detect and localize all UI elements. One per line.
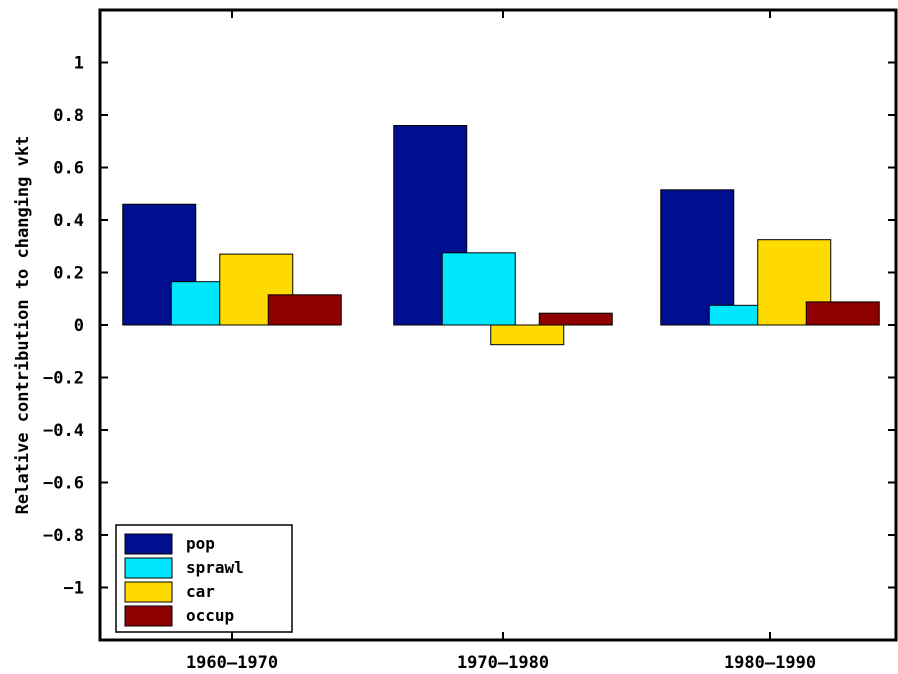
axis-ticks	[100, 10, 896, 640]
y-tick-label: 0.6	[53, 159, 84, 179]
bar-pop	[660, 189, 735, 326]
legend-swatch-pop	[124, 533, 173, 555]
bar-occup	[805, 301, 880, 326]
legend-label-pop: pop	[186, 534, 215, 553]
x-tick-label: 1960–1970	[186, 653, 278, 673]
bar-occup	[267, 294, 342, 326]
legend-label-occup: occup	[186, 606, 234, 625]
y-tick-label: 0	[74, 316, 84, 336]
x-tick-labels: 1960–1970 1970–1980 1980–1990	[186, 653, 816, 673]
bar-car	[490, 324, 565, 346]
legend-swatch-sprawl	[124, 557, 173, 579]
plot-area: 1 0.8 0.6 0.4 0.2 0 −0.2 −0.4 −0.6 −0.8 −1 1960–19…	[43, 8, 898, 673]
bar-occup	[538, 312, 613, 326]
x-tick-label: 1980–1990	[724, 653, 816, 673]
legend-label-car: car	[186, 582, 215, 601]
legend-swatch-car	[124, 581, 173, 603]
y-tick-label: −1	[64, 579, 84, 599]
y-tick-label: 0.2	[53, 264, 84, 284]
y-axis-label: Relative contribution to changing vkt	[13, 136, 33, 515]
x-tick-label: 1970–1980	[457, 653, 549, 673]
legend-swatch-occup	[124, 605, 173, 627]
y-tick-label: 0.4	[53, 211, 84, 231]
y-tick-label: −0.8	[43, 526, 84, 546]
y-tick-label: 0.8	[53, 106, 84, 126]
legend: pop sprawl car occup	[115, 524, 293, 633]
y-tick-label: −0.6	[43, 474, 84, 494]
legend-label-sprawl: sprawl	[186, 558, 244, 577]
bars	[122, 125, 880, 346]
y-tick-label: −0.4	[43, 421, 84, 441]
y-tick-label: 1	[74, 54, 84, 74]
y-tick-labels: 1 0.8 0.6 0.4 0.2 0 −0.2 −0.4 −0.6 −0.8 −1	[43, 54, 84, 599]
bar-sprawl	[441, 252, 516, 326]
y-tick-label: −0.2	[43, 369, 84, 389]
